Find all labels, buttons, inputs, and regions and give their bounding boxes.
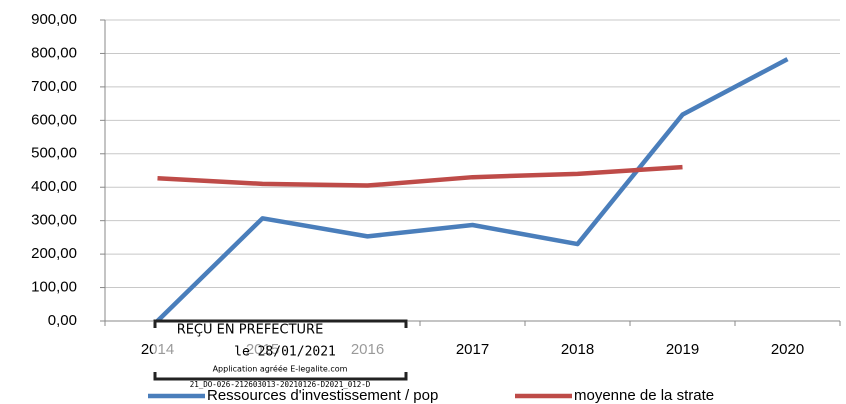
- y-tick-label: 100,00: [31, 279, 77, 296]
- y-tick-label: 900,00: [31, 11, 77, 28]
- stamp-box: [153, 321, 408, 381]
- x-tick-label: 2018: [561, 341, 594, 358]
- stamp-title: REÇU EN PREFECTURE: [177, 323, 324, 338]
- y-tick-label: 500,00: [31, 145, 77, 162]
- stamp: REÇU EN PREFECTURE le 28/01/2021 Applica…: [153, 319, 408, 389]
- stamp-app: Application agréée E-legalite.com: [213, 364, 348, 374]
- y-tick-label: 200,00: [31, 245, 77, 262]
- stamp-date: le 28/01/2021: [234, 345, 336, 360]
- y-tick-label: 0,00: [48, 312, 77, 329]
- series-line: [155, 57, 789, 323]
- x-tick-label: 2019: [666, 341, 699, 358]
- y-tick-label: 300,00: [31, 212, 77, 229]
- stamp-frame: [153, 319, 408, 381]
- series-line: [157, 164, 683, 188]
- y-tick-label: 800,00: [31, 44, 77, 61]
- stamp-ref: 21_DO-026-212603013-20210126-D2021_012-D: [190, 380, 371, 389]
- y-tick-label: 700,00: [31, 78, 77, 95]
- legend-label: moyenne de la strate: [574, 387, 714, 404]
- y-tick-label: 600,00: [31, 111, 77, 128]
- x-tick-label: 2020: [771, 341, 804, 358]
- legend-label: Ressources d'investissement / pop: [207, 387, 438, 404]
- y-tick-label: 400,00: [31, 178, 77, 195]
- x-tick-label: 2017: [456, 341, 489, 358]
- plot: 0,00 100,00 200,00 300,00 400,00 500,00 600,00…: [31, 11, 841, 404]
